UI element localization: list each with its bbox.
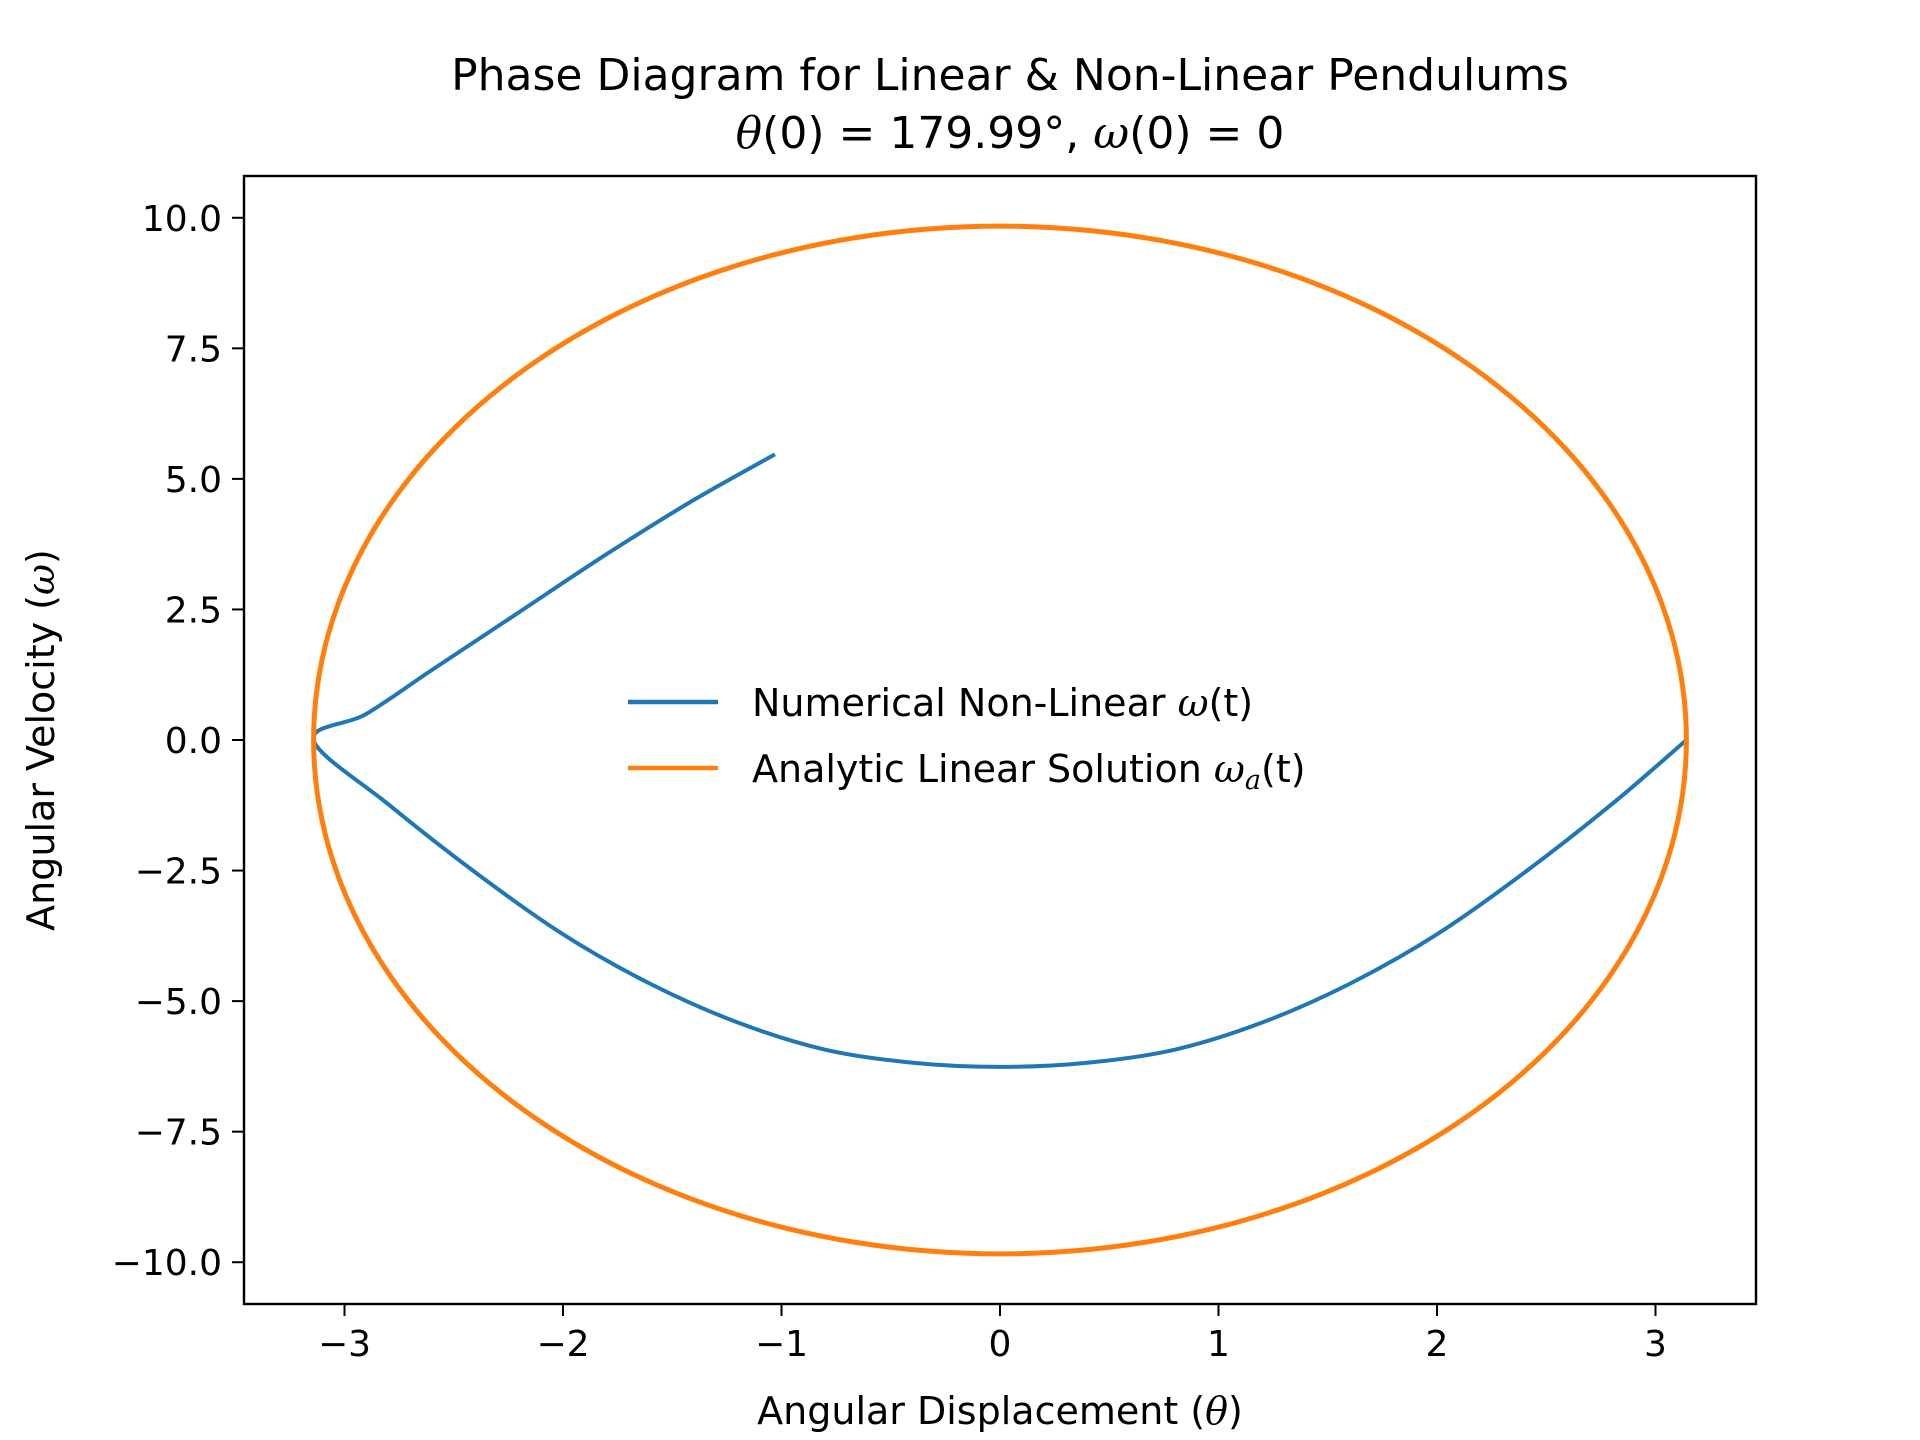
legend-label-numerical: Numerical Non-Linear ω(t) — [752, 681, 1253, 725]
x-axis-ticks: −3 −2 −1 0 1 2 3 — [318, 1304, 1667, 1365]
series-line-numerical-nonlinear — [311, 452, 1688, 1069]
axes-frame — [242, 174, 1758, 1306]
y-tick-label: 5.0 — [165, 460, 222, 501]
legend-analytic-name: Analytic Linear Solution — [752, 747, 1214, 791]
subtitle-theta-value: (0) = 179.99°, — [762, 108, 1093, 159]
legend-numerical-omega: ω — [1178, 681, 1209, 725]
x-tick-label: 1 — [1207, 1324, 1230, 1365]
series-layer — [311, 223, 1689, 1257]
series-line-analytic-linear — [311, 223, 1689, 1257]
x-axis-label-close: ) — [1228, 1389, 1243, 1433]
legend-numerical-name: Numerical Non-Linear — [752, 681, 1178, 725]
y-axis-label-text: Angular Velocity ( — [19, 595, 63, 931]
y-axis-label: Angular Velocity (ω) — [19, 549, 63, 931]
subtitle-omega-value: (0) = 0 — [1129, 108, 1284, 159]
subtitle-omega: ω — [1093, 108, 1129, 159]
y-tick-label: 2.5 — [165, 590, 222, 631]
legend-analytic-omega: ω — [1214, 747, 1245, 791]
y-tick-label: −10.0 — [112, 1243, 222, 1284]
x-tick-label: −3 — [318, 1324, 371, 1365]
x-tick-label: 3 — [1644, 1324, 1667, 1365]
y-axis-label-omega: ω — [19, 564, 63, 595]
x-tick-label: −1 — [755, 1324, 808, 1365]
y-tick-label: −5.0 — [135, 982, 222, 1023]
x-tick-label: 0 — [989, 1324, 1012, 1365]
y-tick-label: 0.0 — [165, 721, 222, 762]
x-tick-label: 2 — [1426, 1324, 1449, 1365]
legend-numerical-arg: (t) — [1209, 681, 1254, 725]
y-axis-label-close: ) — [19, 549, 63, 564]
x-axis-label-text: Angular Displacement ( — [757, 1389, 1205, 1433]
legend-analytic-sub: a — [1245, 765, 1261, 796]
y-axis-ticks: 10.0 7.5 5.0 2.5 0.0 −2.5 −5.0 −7.5 −10.0 — [112, 199, 244, 1284]
y-tick-label: 10.0 — [142, 199, 222, 240]
legend-analytic-arg: (t) — [1261, 747, 1306, 791]
x-axis-label-theta: θ — [1205, 1389, 1228, 1433]
legend-label-analytic: Analytic Linear Solution ωa(t) — [752, 747, 1306, 796]
x-axis-label: Angular Displacement (θ) — [757, 1389, 1243, 1433]
subtitle-theta: θ — [736, 108, 763, 159]
chart-title: Phase Diagram for Linear & Non-Linear Pe… — [451, 50, 1569, 101]
legend: Numerical Non-Linear ω(t) Analytic Linea… — [628, 681, 1306, 796]
chart-subtitle: θ(0) = 179.99°, ω(0) = 0 — [736, 108, 1285, 159]
x-tick-label: −2 — [536, 1324, 589, 1365]
y-tick-label: −7.5 — [135, 1113, 222, 1154]
y-tick-label: 7.5 — [165, 329, 222, 370]
y-tick-label: −2.5 — [135, 852, 222, 893]
